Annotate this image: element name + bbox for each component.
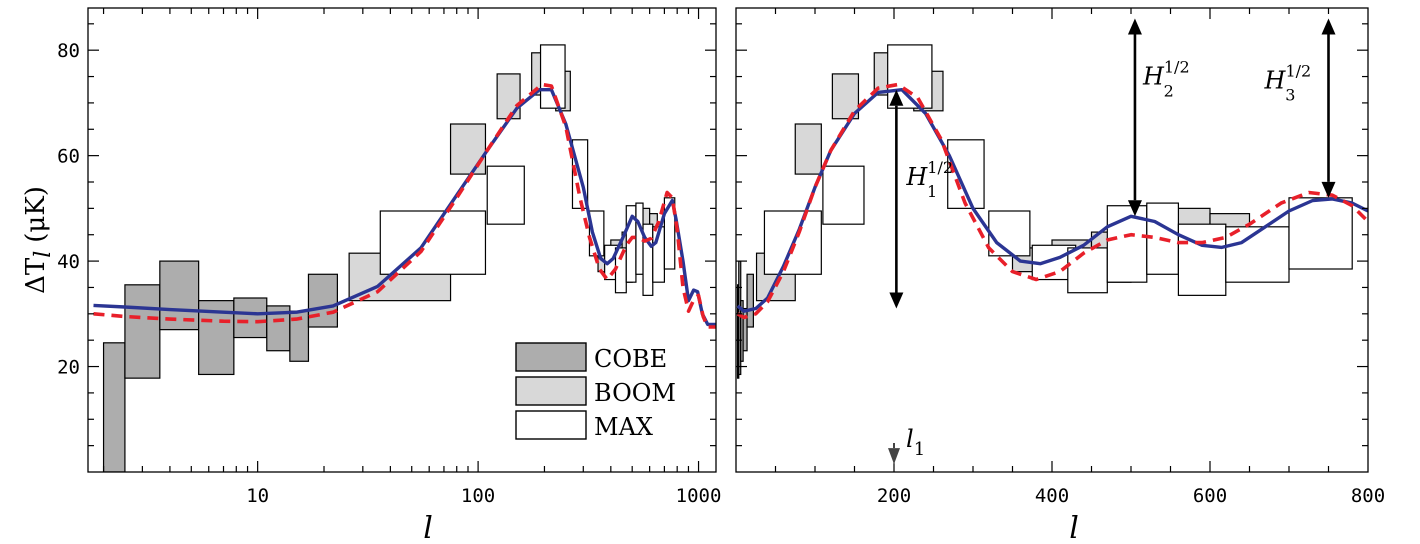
max-box-28	[1288, 197, 1353, 270]
boom-box-10	[496, 73, 521, 120]
y-tick-label: 20	[57, 357, 80, 379]
x-tick-label: 200	[877, 485, 911, 507]
max-box-21	[988, 210, 1031, 257]
legend-swatch-cobe	[515, 342, 587, 372]
cobe-box-1	[124, 284, 161, 379]
height-arrow-head-bottom	[1127, 200, 1142, 217]
height-arrow-head-top	[1127, 18, 1142, 35]
boom-box-9	[449, 123, 487, 175]
x-tick-label: 1000	[676, 485, 722, 507]
max-box-26	[1177, 223, 1227, 296]
right-panel: 200 400 600 800 H1/2 1 H1/2 2 H1/2 3 l1	[735, 7, 1385, 507]
annotation-H2: H1/2 2	[1127, 18, 1190, 217]
max-box-21	[486, 165, 525, 225]
left-xlabel: l	[423, 511, 433, 544]
solid-model-curve	[93, 88, 716, 327]
max-box-28	[635, 202, 644, 275]
x-tick-label: 600	[1193, 485, 1227, 507]
height-arrow-head-top	[889, 89, 904, 106]
max-box-22	[539, 44, 566, 109]
legend: COBE BOOM MAX	[515, 342, 676, 441]
max-box-18	[822, 165, 865, 225]
height-label-2: H1/2 2	[1142, 58, 1190, 101]
x-tick-label: 100	[461, 485, 495, 507]
left-frame	[87, 7, 717, 473]
ylabel-symbol: ΔT	[21, 257, 51, 294]
legend-swatch-max	[515, 410, 587, 440]
cobe-box-0	[102, 342, 126, 472]
ylabel-sub: l	[31, 251, 56, 258]
max-box-27	[1225, 226, 1290, 283]
annotation-l1: l1	[888, 425, 925, 465]
ylabel-unit: (μK)	[21, 186, 51, 243]
height-arrow-head-bottom	[1321, 181, 1336, 198]
dashed-model-curve	[736, 82, 1368, 320]
cobe-box-7	[307, 273, 338, 328]
height-arrow-head-top	[1321, 18, 1336, 35]
y-tick-label: 40	[57, 251, 80, 273]
l1-label: l1	[906, 425, 925, 460]
x-tick-label: 400	[1035, 485, 1069, 507]
annotation-H1: H1/2 1	[889, 89, 953, 309]
right-xlabel: l	[1069, 511, 1079, 544]
max-box-23	[1067, 247, 1108, 294]
legend-label-cobe: COBE	[594, 345, 667, 373]
y-tick-label: 60	[57, 146, 80, 168]
annotation-H3: H1/2 3	[1264, 18, 1336, 198]
cobe-box-4	[233, 297, 268, 339]
height-arrow-head-bottom	[889, 292, 904, 309]
solid-model-curve	[736, 88, 1368, 313]
max-box-20	[947, 139, 985, 209]
x-tick-label: 10	[246, 485, 269, 507]
boom-box-7	[831, 73, 860, 120]
max-box-31	[663, 197, 676, 270]
l1-arrow-head	[888, 448, 900, 465]
left-ylabel: ΔTl (μK)	[21, 186, 56, 294]
left-panel: 20 40 60 80 10 100 1000 COBE BOOM MAX	[57, 7, 722, 507]
legend-label-max: MAX	[594, 413, 653, 441]
y-tick-label: 80	[57, 40, 80, 62]
boom-box-6	[794, 123, 822, 175]
legend-label-boom: BOOM	[594, 379, 676, 407]
max-box-20	[379, 210, 487, 275]
height-label-1: H1/2 1	[905, 158, 953, 201]
cobe-box-3	[742, 307, 748, 352]
x-tick-label: 800	[1351, 485, 1385, 507]
svg-text:ΔTl(μK): ΔTl (μK)	[21, 186, 56, 294]
height-label-3: H1/2 3	[1264, 62, 1312, 105]
legend-swatch-boom	[515, 376, 587, 406]
cobe-box-4	[746, 273, 754, 328]
dashed-model-curve	[93, 82, 716, 329]
